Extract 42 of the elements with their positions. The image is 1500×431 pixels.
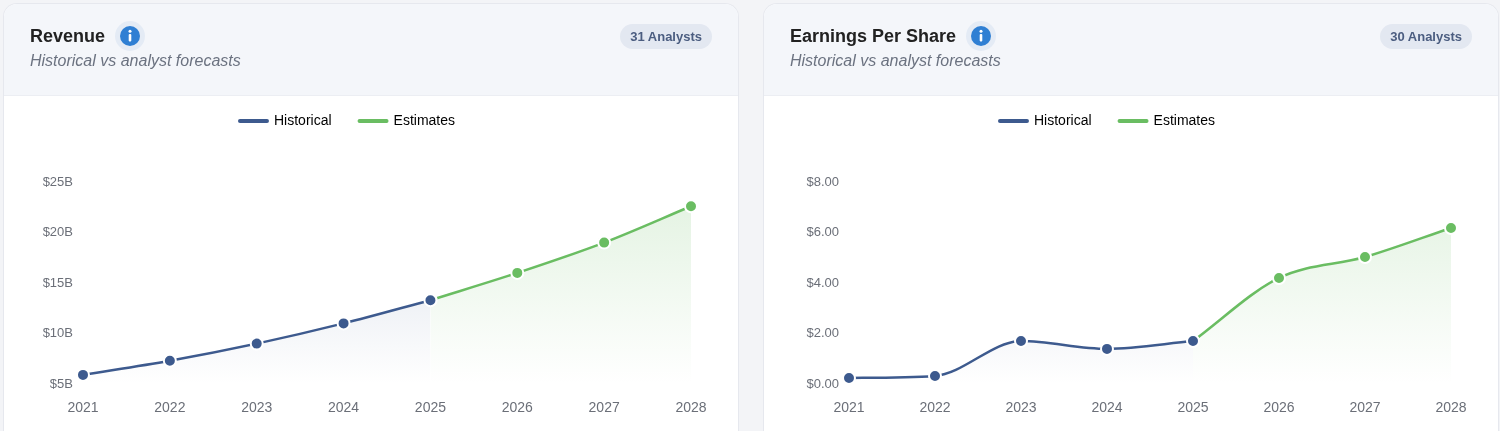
y-tick-label: $4.00 (806, 274, 839, 290)
x-tick-label: 2024 (327, 399, 360, 416)
x-tick-label: 2024 (1091, 399, 1123, 416)
point (684, 199, 698, 214)
point (162, 353, 177, 368)
x-tick-label: 2022 (919, 399, 951, 416)
legend-label: Estimates (1153, 111, 1216, 128)
y-tick-label: $5B (49, 375, 73, 391)
y-tick-label: $2.00 (806, 325, 839, 341)
x-tick-label: 2026 (501, 399, 534, 416)
chart-subtitle: Historical vs analyst forecasts (30, 52, 241, 70)
point (249, 336, 264, 351)
chart-subtitle: Historical vs analyst forecasts (790, 52, 1001, 70)
y-tick-label: $8.00 (806, 173, 839, 189)
y-tick-label: $20B (42, 224, 73, 240)
point (597, 235, 612, 250)
legend-label: Historical (273, 111, 332, 128)
y-tick-label: $25B (42, 173, 73, 189)
text: 31 Analysts (630, 29, 702, 44)
point (336, 316, 351, 331)
text: 30 Analysts (1390, 29, 1462, 44)
x-tick-label: 2028 (675, 399, 707, 416)
legend-label: Historical (1033, 111, 1092, 128)
x-tick-label: 2021 (67, 399, 99, 416)
x-tick-label: 2023 (1005, 399, 1037, 416)
x-tick-label: 2022 (154, 399, 186, 416)
x-tick-label: 2027 (1349, 399, 1381, 416)
y-tick-label: $6.00 (806, 224, 839, 240)
x-tick-label: 2027 (588, 399, 620, 416)
point (1014, 334, 1028, 349)
y-tick-label: $15B (42, 274, 73, 290)
legend-label: Estimates (393, 111, 456, 128)
x-tick-label: 2025 (414, 399, 447, 416)
x-tick-label: 2028 (1435, 399, 1467, 416)
chart-title: Earnings Per Share (790, 25, 957, 47)
x-tick-label: 2021 (833, 399, 865, 416)
x-tick-label: 2026 (1263, 399, 1295, 416)
y-tick-label: $0.00 (806, 375, 839, 391)
y-tick-label: $10B (42, 325, 73, 341)
x-tick-label: 2025 (1177, 399, 1209, 416)
chart-title: Revenue (30, 25, 106, 47)
x-tick-label: 2023 (241, 399, 273, 416)
